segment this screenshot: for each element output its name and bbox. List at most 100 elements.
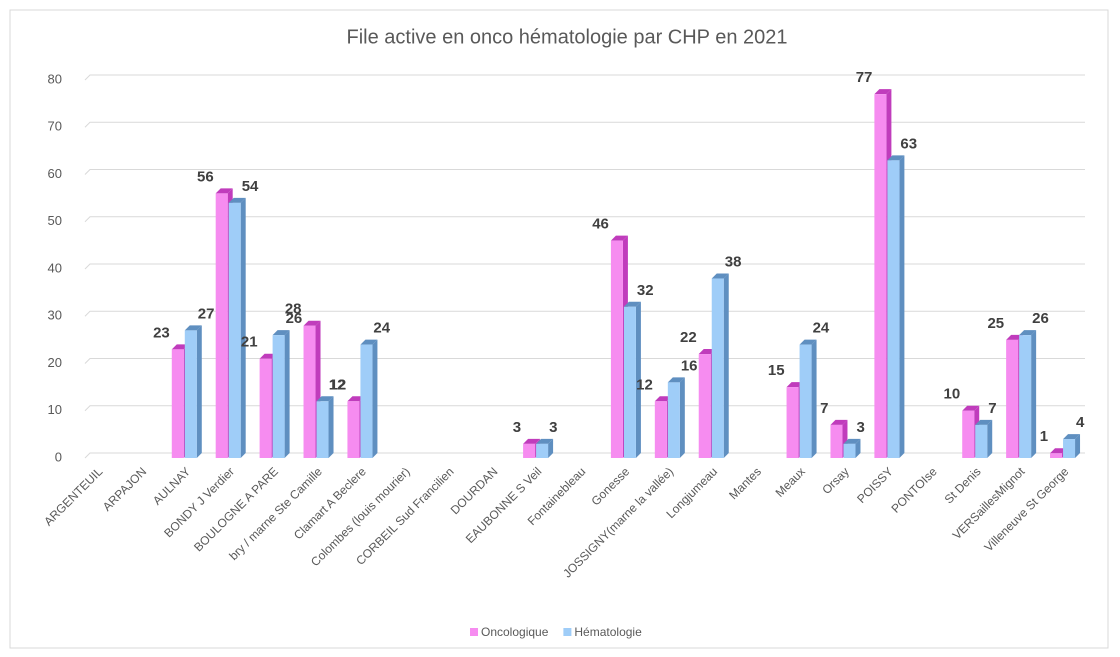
bar — [316, 396, 334, 458]
bar-top — [667, 377, 685, 383]
bar-front — [171, 349, 184, 458]
bar — [184, 325, 202, 458]
bar-front — [654, 401, 667, 458]
grid-line — [84, 405, 1085, 412]
grid-line — [84, 358, 1085, 364]
grid-line — [84, 310, 1085, 317]
bar-side — [548, 438, 554, 458]
chart-border — [9, 9, 1109, 649]
bar-top — [316, 396, 334, 402]
bar-side — [372, 339, 378, 458]
data-label: 24 — [813, 320, 830, 337]
bar-side — [679, 377, 685, 458]
grid-line — [84, 452, 1085, 459]
bar — [536, 438, 554, 458]
bar-front — [536, 443, 549, 458]
bar — [1063, 434, 1081, 458]
bar — [799, 339, 817, 458]
bar-front — [830, 424, 843, 458]
grid-line — [84, 169, 1085, 175]
y-tick-label: 20 — [48, 355, 62, 370]
data-label: 25 — [987, 315, 1004, 332]
bar-front — [962, 410, 975, 458]
data-label: 32 — [637, 282, 654, 299]
bar-front — [887, 160, 900, 458]
bar-front — [184, 330, 197, 458]
bar-side — [899, 155, 905, 458]
bar-top — [623, 301, 641, 307]
data-label: 26 — [1032, 310, 1049, 327]
bar-front — [303, 325, 316, 458]
bar-front — [215, 193, 228, 458]
data-label: 16 — [681, 357, 698, 374]
data-label: 23 — [153, 324, 170, 341]
bar-front — [698, 354, 711, 458]
y-tick-label: 40 — [48, 260, 62, 275]
data-label: 26 — [286, 310, 303, 327]
bar-front — [1006, 339, 1019, 458]
bar — [228, 197, 246, 458]
bar-top — [228, 197, 246, 203]
bar-top — [360, 339, 378, 345]
data-label: 3 — [856, 419, 864, 436]
bar-top — [962, 405, 980, 411]
bar-top — [303, 320, 321, 326]
data-label: 24 — [373, 320, 390, 337]
data-label: 22 — [680, 329, 697, 346]
bar-front — [874, 94, 887, 459]
bar-top — [171, 344, 189, 350]
y-tick-label: 60 — [48, 166, 62, 181]
bar-front — [347, 401, 360, 458]
bar-top — [272, 330, 290, 336]
bar-front — [1050, 453, 1063, 458]
bar-top — [874, 89, 892, 95]
data-label: 28 — [285, 301, 302, 318]
data-label: 12 — [330, 376, 347, 393]
data-label: 3 — [513, 419, 521, 436]
bar-top — [536, 438, 554, 444]
data-label: 3 — [549, 419, 557, 436]
bar-side — [196, 325, 202, 458]
legend-swatch — [470, 628, 478, 636]
bar-front — [610, 240, 623, 458]
bar — [711, 273, 729, 458]
bar-side — [1075, 434, 1081, 458]
data-label: 7 — [988, 400, 996, 417]
bar-top — [843, 438, 861, 444]
bar-side — [1031, 330, 1037, 458]
bar-top — [711, 273, 729, 279]
data-label: 10 — [944, 386, 961, 403]
bar-side — [811, 339, 817, 458]
data-label: 1 — [1040, 428, 1048, 445]
bar — [667, 377, 685, 458]
bar-top — [1019, 330, 1037, 336]
bar-side — [328, 396, 334, 458]
bar-top — [1050, 448, 1068, 454]
bar-front — [843, 443, 856, 458]
bar-top — [799, 339, 817, 345]
data-label: 77 — [856, 69, 873, 86]
bar-side — [284, 330, 290, 458]
bar-top — [786, 382, 804, 388]
data-label: 46 — [592, 216, 609, 233]
bar-side — [240, 197, 246, 458]
bar — [360, 339, 378, 458]
bar-top — [215, 188, 233, 194]
data-label: 12 — [329, 376, 346, 393]
bar-top — [830, 419, 848, 425]
bar — [887, 155, 905, 458]
data-label: 15 — [768, 362, 785, 379]
data-label: 63 — [900, 135, 917, 152]
y-tick-label: 30 — [48, 308, 62, 323]
data-label: 7 — [820, 400, 828, 417]
data-label: 4 — [1076, 414, 1085, 431]
bar-side — [855, 438, 861, 458]
bar-top — [1063, 434, 1081, 440]
data-label: 27 — [198, 305, 215, 322]
bar — [843, 438, 861, 458]
bar-front — [667, 382, 680, 458]
bar-front — [1063, 439, 1076, 458]
bar-front — [523, 443, 536, 458]
bar-front — [786, 387, 799, 458]
